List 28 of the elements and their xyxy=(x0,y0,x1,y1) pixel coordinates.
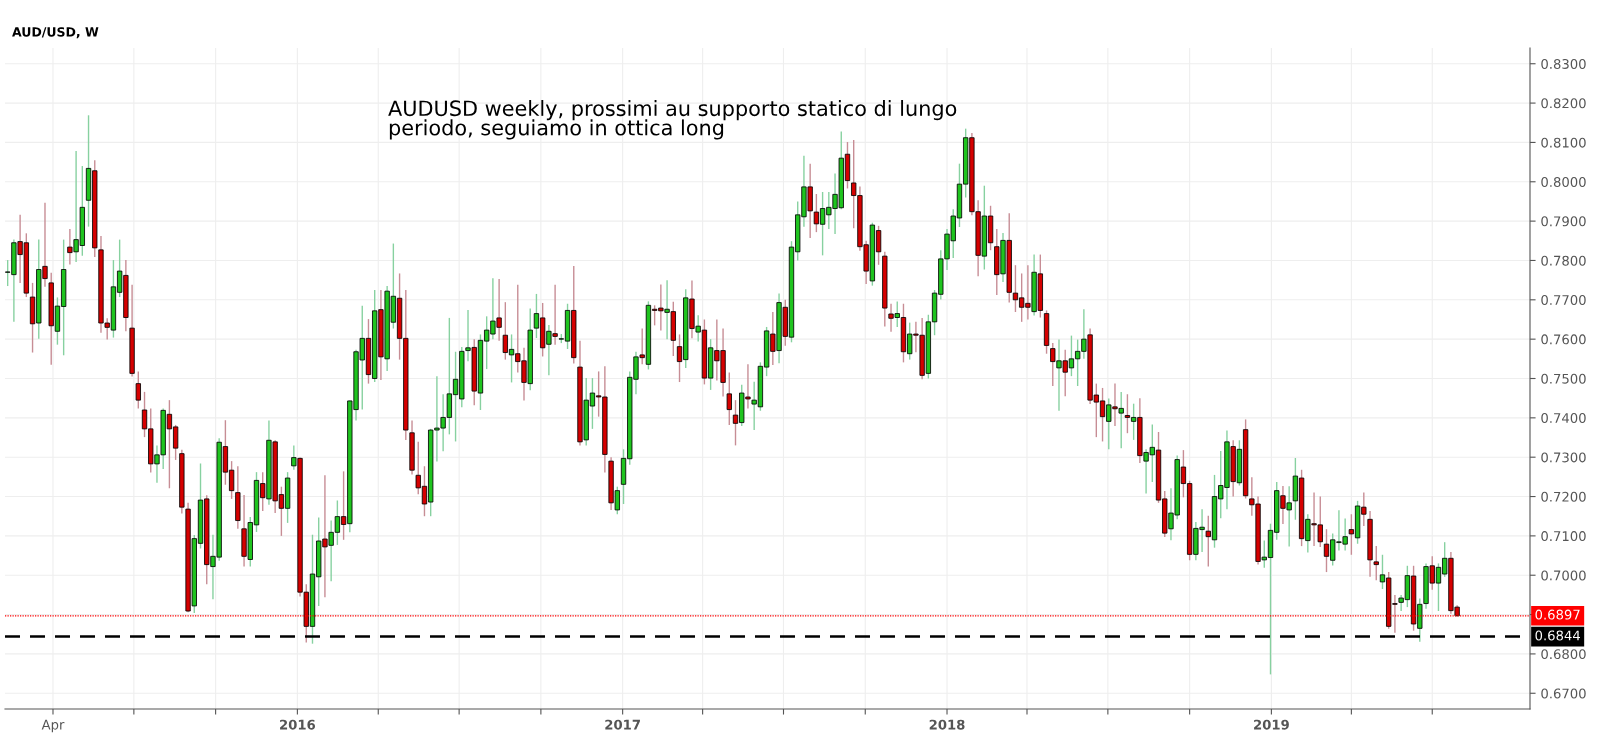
y-tick-label: 0.7200 xyxy=(1541,491,1586,502)
ref-line-label: 0.6844 xyxy=(1535,630,1580,641)
y-tick-label: 0.8200 xyxy=(1541,98,1586,109)
candlestick xyxy=(135,370,141,410)
y-tick-label: 0.8000 xyxy=(1541,176,1586,187)
y-tick-label: 0.7900 xyxy=(1541,216,1586,227)
y-tick-label: 0.7700 xyxy=(1541,295,1586,306)
x-tick-label: 2016 xyxy=(280,719,316,730)
y-tick-label: 0.7600 xyxy=(1541,334,1586,345)
annotation: AUDUSD weekly, prossimi au supporto statico di lungo periodo, seguiamo in ottica long xyxy=(388,100,957,140)
x-tick-label: 2018 xyxy=(929,719,965,730)
x-tick-label: 2019 xyxy=(1254,719,1289,730)
y-tick-label: 0.7500 xyxy=(1541,373,1586,384)
y-tick-label: 0.7000 xyxy=(1541,570,1586,581)
chart-title: AUD/USD, W xyxy=(12,27,99,39)
candlestick xyxy=(726,371,732,426)
y-tick-label: 0.6800 xyxy=(1541,649,1586,660)
x-tick-label: 2017 xyxy=(605,719,640,730)
candlestick xyxy=(1373,545,1379,582)
y-tick-label: 0.7300 xyxy=(1541,452,1586,463)
y-tick-label: 0.8100 xyxy=(1541,137,1586,148)
y-tick-label: 0.6700 xyxy=(1541,688,1586,699)
y-tick-label: 0.7400 xyxy=(1541,413,1586,424)
x-tick-label: Apr xyxy=(41,719,65,733)
y-tick-label: 0.8300 xyxy=(1541,58,1586,69)
ref-line-label: 0.6897 xyxy=(1535,609,1580,620)
y-tick-label: 0.7100 xyxy=(1541,531,1586,542)
y-tick-label: 0.7800 xyxy=(1541,255,1586,266)
